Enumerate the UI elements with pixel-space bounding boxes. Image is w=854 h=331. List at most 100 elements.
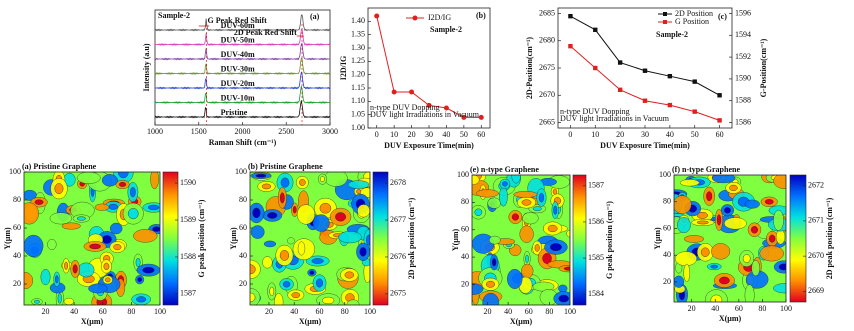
map-blob — [775, 229, 786, 245]
x-tick-label: 40 — [290, 307, 298, 316]
x-tick-label: 40 — [711, 304, 719, 313]
y-axis-label: Intensity (a.u) — [142, 43, 151, 91]
y-tick-label: 100 — [457, 170, 469, 179]
map-contour — [105, 277, 111, 283]
y-tick-label: 80 — [461, 197, 469, 206]
map-contour — [280, 192, 285, 204]
map-contour — [135, 257, 141, 267]
y-tick-label: 60 — [239, 223, 247, 232]
y-tick-label: 1586 — [735, 117, 751, 126]
legend-label: G Position — [675, 17, 709, 26]
map-blob — [521, 263, 534, 279]
x-tick-label: 60 — [99, 307, 107, 316]
map-blob — [558, 284, 568, 293]
x-axis-label: X(μm) — [510, 317, 533, 326]
y-tick-label: 20 — [13, 279, 21, 288]
map-blob — [312, 214, 330, 232]
y-axis-label: Y(μm) — [451, 229, 460, 252]
map-blob — [263, 240, 277, 248]
y-tick-label: 1590 — [735, 74, 751, 83]
series-label: DUV-30m — [221, 64, 255, 73]
map-contour — [130, 187, 136, 198]
y-tick-label: 1.05 — [351, 109, 365, 118]
map-contour — [255, 174, 267, 178]
colorbar-tick-label: 2677 — [390, 215, 406, 224]
x-axis-label: Raman Shift (cm⁻¹) — [209, 138, 277, 147]
point — [692, 79, 697, 84]
x-tick-label: 60 — [315, 307, 323, 316]
map-blob — [338, 231, 362, 244]
map-contour — [769, 234, 776, 243]
map-contour — [299, 179, 306, 186]
x-tick-label: 80 — [341, 307, 349, 316]
y-tick-label: 1596 — [735, 8, 751, 17]
x-tick-label: 20 — [616, 130, 624, 139]
colorbar — [572, 174, 587, 306]
annotation: G Peak Red Shift — [208, 16, 268, 25]
map-blob — [109, 222, 123, 235]
colorbar-tick-label: 2672 — [808, 180, 824, 189]
map-blob — [47, 238, 57, 250]
map-blob — [88, 283, 108, 294]
point — [478, 114, 484, 120]
map-contour — [127, 208, 139, 220]
map-contour — [261, 183, 272, 190]
map-blob — [24, 202, 39, 225]
y-tick-label: 100 — [659, 170, 671, 179]
map-contour — [532, 206, 542, 212]
annotation: Sample-2 — [656, 30, 688, 39]
map-blob — [513, 191, 538, 198]
map-blob — [150, 172, 159, 190]
map-blob — [24, 272, 34, 290]
map-contour — [320, 176, 325, 182]
colorbar-tick-label: 1587 — [588, 181, 604, 190]
x-tick-label: 80 — [127, 307, 135, 316]
map-title: (f) n-type Graphene — [672, 165, 740, 174]
point — [409, 89, 415, 95]
y-tick-label: 80 — [663, 197, 671, 206]
colorbar-tick-label: 2670 — [808, 251, 824, 260]
point — [642, 98, 648, 103]
x-tick-label: 60 — [716, 130, 724, 139]
x-tick-label: 80 — [545, 307, 553, 316]
map-blob — [773, 283, 786, 294]
map-contour — [55, 275, 59, 284]
point — [426, 102, 432, 108]
map-contour — [706, 191, 713, 202]
map-blob — [773, 209, 784, 231]
colorbar-label: G peak position (cm⁻¹) — [197, 199, 206, 277]
x-axis-label: X(μm) — [81, 317, 104, 326]
map-contour — [118, 172, 129, 179]
map-contour — [280, 177, 290, 188]
map-blob — [487, 197, 501, 209]
panel-label: (a) — [310, 12, 320, 21]
map-blob — [499, 186, 508, 207]
map-image — [472, 175, 570, 305]
map-contour — [102, 235, 112, 244]
y-tick-label: 1592 — [735, 52, 751, 61]
map-contour — [34, 199, 44, 205]
point — [692, 109, 697, 114]
note: DUV light Irradiations in Vacuum — [370, 110, 480, 119]
y-tick-label: 2675 — [539, 63, 555, 72]
map-contour — [552, 188, 558, 195]
map-contour — [311, 258, 324, 264]
map-blob — [674, 251, 697, 267]
map-contour — [359, 247, 367, 257]
colorbar-tick-label: 1588 — [180, 252, 196, 261]
x-tick-label: 2500 — [278, 127, 294, 136]
map-contour — [137, 277, 142, 283]
map-contour — [534, 244, 540, 252]
x-tick-label: 100 — [364, 307, 376, 316]
map-image — [250, 172, 370, 305]
x-axis-label: X(μm) — [719, 314, 742, 323]
colorbar — [162, 171, 179, 306]
map-contour — [511, 213, 519, 221]
map-contour — [696, 220, 709, 225]
map-contour — [113, 244, 122, 251]
map-blob — [287, 237, 295, 245]
map-blob — [24, 234, 44, 257]
y-axis-label: 2D-Position(cm⁻¹) — [525, 37, 534, 100]
point — [593, 27, 598, 33]
map-blob — [759, 245, 784, 262]
